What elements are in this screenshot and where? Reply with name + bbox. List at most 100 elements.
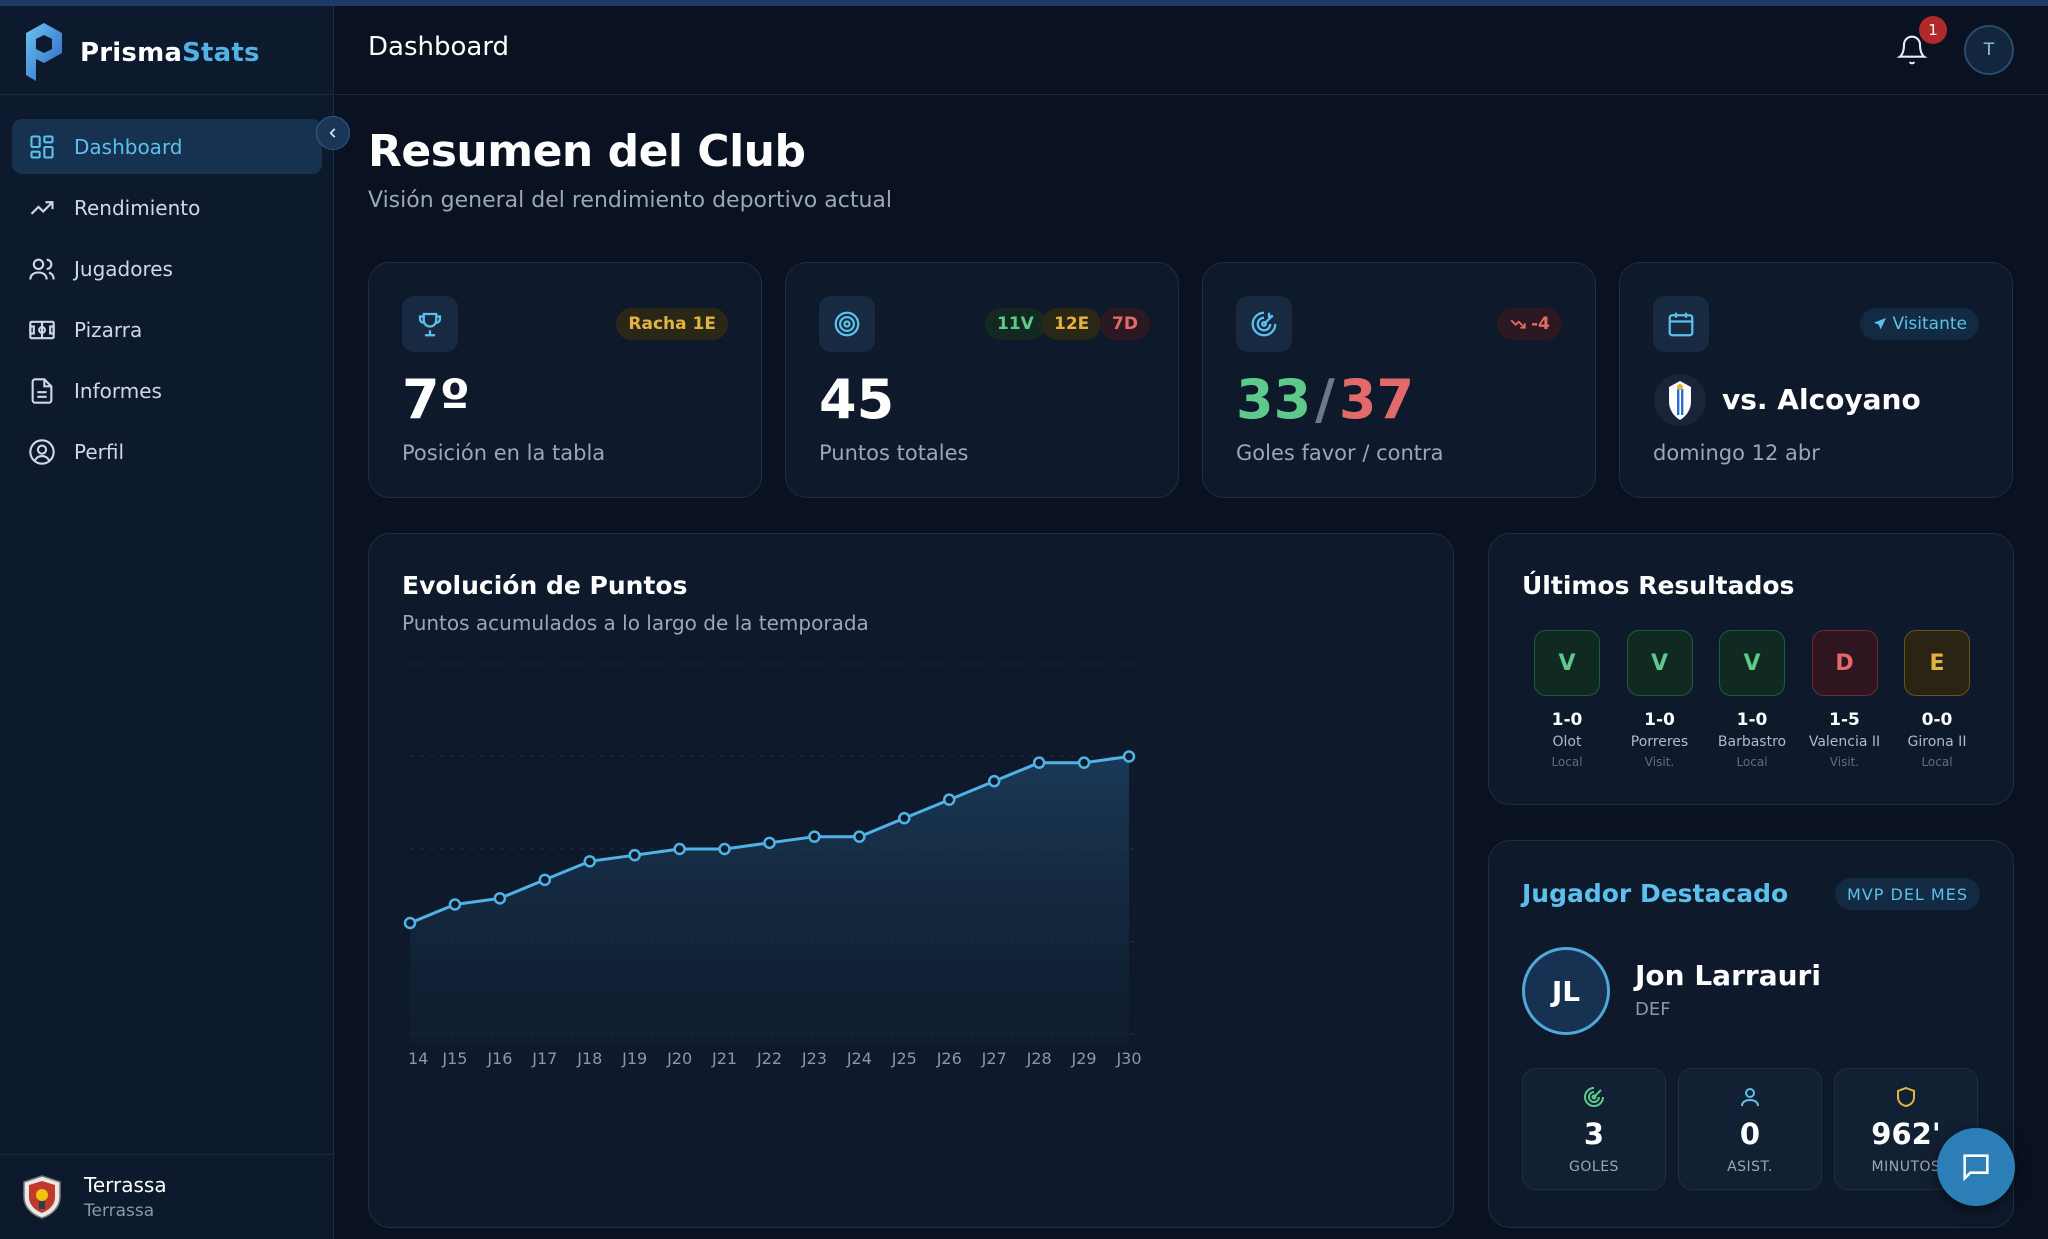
sidebar-nav: Dashboard Rendimiento Jugadores Pizarra … — [12, 119, 322, 485]
result-item[interactable]: D 1-5 Valencia II Visit. — [1800, 630, 1890, 769]
result-venue: Visit. — [1644, 755, 1675, 769]
chart-point-J21[interactable] — [718, 842, 731, 856]
result-item[interactable]: V 1-0 Barbastro Local — [1707, 630, 1797, 769]
result-item[interactable]: V 1-0 Olot Local — [1522, 630, 1612, 769]
chevron-left-icon — [329, 128, 336, 138]
brand-name: PrismaStats — [80, 38, 260, 68]
top-accent-bar — [0, 0, 2048, 6]
result-venue: Local — [1921, 755, 1953, 769]
chart-point-J18[interactable] — [583, 855, 596, 868]
sidebar-item-jugadores[interactable]: Jugadores — [12, 241, 322, 296]
result-venue: Local — [1736, 755, 1768, 769]
club-name: Terrassa — [84, 1173, 167, 1197]
sidebar-club-footer[interactable]: Terrassa Terrassa — [0, 1154, 334, 1239]
result-badge: V — [1719, 630, 1785, 696]
sidebar-item-dashboard[interactable]: Dashboard — [12, 119, 322, 174]
player-stat-assists: 0 ASIST. — [1678, 1068, 1822, 1190]
result-venue: Visit. — [1829, 755, 1860, 769]
result-badge: V — [1626, 630, 1693, 696]
chart-point-J27[interactable] — [987, 774, 1001, 788]
x-tick-label: J16 — [486, 1049, 512, 1068]
dashboard-icon — [30, 134, 54, 159]
chart-point-J22[interactable] — [763, 836, 776, 850]
player-position: DEF — [1635, 999, 1671, 1020]
result-opponent: Olot — [1552, 734, 1582, 750]
stat-icon-box — [1236, 296, 1292, 352]
calendar-icon — [1668, 312, 1694, 337]
stat-card-points: 11V 12E 7D 45 Puntos totales — [785, 262, 1179, 498]
league-position-value: 7º — [402, 368, 471, 431]
stat-icon-box — [1653, 296, 1709, 352]
venue-badge: Visitante — [1860, 308, 1979, 340]
goal-difference-value: -4 — [1531, 314, 1550, 334]
results-title: Últimos Resultados — [1522, 571, 1795, 600]
latest-results-card: Últimos Resultados V 1-0 Olot Local V 1-… — [1488, 533, 2014, 805]
chart-point-J30[interactable] — [1122, 750, 1136, 763]
sidebar-item-rendimiento[interactable]: Rendimiento — [12, 180, 322, 235]
chart-point-J23[interactable] — [808, 830, 821, 843]
sidebar-item-pizarra[interactable]: Pizarra — [12, 302, 322, 357]
chart-point-J20[interactable] — [673, 842, 686, 856]
stat-card-next-match[interactable]: Visitante vs. Alcoyano domingo 12 abr — [1619, 262, 2013, 498]
result-score: 1-0 — [1551, 710, 1583, 730]
result-opponent: Valencia II — [1808, 734, 1881, 750]
chart-point-J24[interactable] — [853, 830, 866, 843]
sidebar-item-label: Rendimiento — [74, 195, 201, 220]
club-crest-icon — [23, 1175, 61, 1219]
shield-icon — [1897, 1086, 1915, 1108]
trending-down-icon — [1510, 319, 1526, 329]
tactics-board-icon — [29, 320, 55, 339]
streak-badge: Racha 1E — [616, 308, 728, 340]
notifications-bell-icon[interactable] — [1896, 34, 1928, 66]
league-position-label: Posición en la tabla — [402, 441, 606, 465]
x-tick-label: J15 — [441, 1049, 467, 1068]
sidebar-item-perfil[interactable]: Perfil — [12, 424, 322, 479]
user-avatar[interactable]: T — [1964, 25, 2014, 75]
total-points-label: Puntos totales — [819, 441, 969, 465]
sidebar-item-informes[interactable]: Informes — [12, 363, 322, 418]
trophy-icon — [418, 312, 442, 337]
chart-point-J17[interactable] — [538, 873, 552, 887]
chart-point-J28[interactable] — [1032, 756, 1046, 769]
result-item[interactable]: E 0-0 Girona II Local — [1892, 630, 1982, 769]
page-title: Resumen del Club — [368, 126, 806, 177]
chat-icon — [1963, 1154, 1989, 1182]
chart-point-J29[interactable] — [1077, 756, 1091, 769]
chart-point-J26[interactable] — [943, 793, 956, 806]
mvp-badge: MVP DEL MES — [1835, 878, 1980, 910]
x-tick-label: J25 — [891, 1049, 917, 1068]
wins-badge: 11V — [985, 308, 1046, 340]
result-item[interactable]: V 1-0 Porreres Visit. — [1615, 630, 1705, 769]
sidebar-item-label: Jugadores — [74, 256, 173, 281]
sidebar-collapse-button[interactable] — [316, 116, 350, 150]
chart-point-J15[interactable] — [448, 898, 462, 911]
chart-subtitle: Puntos acumulados a lo largo de la tempo… — [402, 611, 869, 635]
result-opponent: Girona II — [1907, 734, 1967, 750]
x-tick-label: J23 — [801, 1049, 827, 1068]
brand-logo-icon — [26, 23, 62, 81]
rival-name: vs. Alcoyano — [1722, 383, 1921, 416]
x-tick-label: J30 — [1115, 1049, 1141, 1068]
x-tick-label: J18 — [576, 1049, 602, 1068]
top-header: Dashboard 1 T — [335, 6, 2048, 95]
x-tick-label: J22 — [756, 1049, 782, 1068]
player-stat-label: GOLES — [1569, 1159, 1619, 1175]
x-tick-label: J20 — [666, 1049, 692, 1068]
chart-point-J16[interactable] — [493, 892, 507, 905]
header-title: Dashboard — [368, 32, 510, 62]
player-stat-label: MINUTOS — [1871, 1159, 1941, 1175]
chart-point-J25[interactable] — [898, 811, 911, 825]
brand[interactable]: PrismaStats — [22, 16, 260, 90]
result-score: 1-0 — [1644, 710, 1675, 730]
result-venue: Local — [1551, 755, 1583, 769]
result-opponent: Porreres — [1630, 734, 1689, 750]
chart-point-J19[interactable] — [628, 848, 641, 862]
target-icon — [834, 311, 860, 337]
x-tick-label: J19 — [621, 1049, 647, 1068]
users-icon — [29, 258, 55, 280]
chat-button[interactable] — [1937, 1128, 2015, 1206]
featured-player-card[interactable]: Jugador Destacado MVP DEL MES JL Jon Lar… — [1488, 840, 2014, 1228]
chart-point-J14[interactable] — [403, 916, 417, 930]
trending-up-icon — [30, 200, 54, 215]
player-name: Jon Larrauri — [1635, 959, 1821, 992]
